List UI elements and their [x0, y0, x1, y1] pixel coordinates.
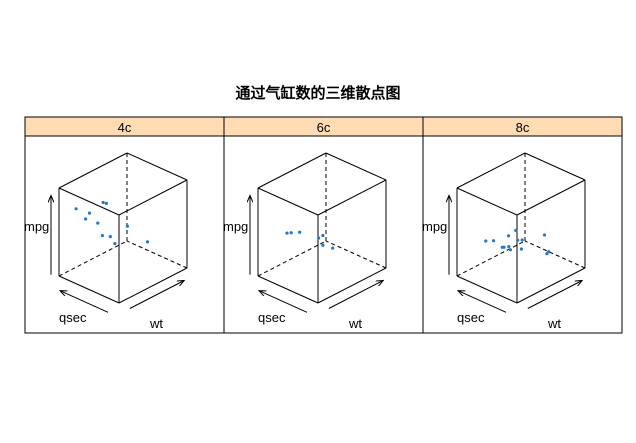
cube-edge-000-010 [58, 275, 120, 304]
data-point [516, 238, 520, 242]
data-point [74, 207, 78, 211]
cube-edge-100-110 [524, 240, 586, 269]
data-point [542, 233, 547, 237]
data-point [101, 200, 105, 205]
data-point [508, 248, 512, 252]
cube-edge-010-110 [58, 240, 128, 277]
data-point [100, 234, 104, 238]
cube-edge-001-101 [317, 179, 387, 216]
cube-edge-101-111 [126, 152, 188, 181]
cube-edge-001-011 [257, 187, 319, 216]
data-point [331, 246, 335, 250]
panel-8c: 8c wt qsec mpg [422, 116, 623, 334]
strip-label-6c: 6c [317, 120, 331, 135]
cube-edge-000-100 [317, 267, 387, 304]
cube-edge-011-111 [456, 152, 526, 189]
cube-edge-010-110 [456, 240, 526, 277]
cube-edge-011-111 [257, 152, 327, 189]
chart-title: 通过气缸数的三维散点图 [235, 84, 401, 102]
data-point [125, 224, 129, 228]
data-point [84, 217, 88, 221]
cube-edge-101-111 [325, 152, 387, 181]
qsec-axis-label: qsec [59, 310, 87, 325]
cube-edge-101-111 [524, 152, 586, 181]
cube-edge-000-100 [118, 267, 188, 304]
wt-axis-label: wt [149, 316, 163, 331]
cube-edge-000-010 [456, 275, 518, 304]
data-point [491, 239, 496, 243]
data-point [113, 242, 117, 246]
panel-frame-4c [24, 135, 225, 334]
wt-axis-label: wt [547, 316, 561, 331]
cube-edge-100-110 [325, 240, 387, 269]
mpg-axis-label: mpg [422, 219, 447, 234]
data-point [145, 240, 150, 244]
data-point [514, 228, 518, 232]
cube-edge-000-010 [257, 275, 319, 304]
panel-4c: 4c wt qsec mpg [24, 116, 225, 334]
data-point [298, 230, 302, 234]
data-point [502, 245, 506, 249]
data-point [87, 211, 92, 215]
qsec-axis-arrow [458, 291, 507, 313]
qsec-axis-arrow [60, 291, 109, 313]
wt-axis-arrow [129, 281, 184, 309]
strip-label-8c: 8c [516, 120, 530, 135]
data-point [317, 236, 321, 240]
cube-edge-001-101 [516, 179, 586, 216]
data-point [108, 235, 112, 239]
qsec-axis-label: qsec [258, 310, 286, 325]
cube-edge-001-011 [58, 187, 120, 216]
mpg-axis-label: mpg [24, 219, 49, 234]
wt-axis-arrow [328, 281, 383, 309]
cube-edge-010-110 [257, 240, 327, 277]
qsec-axis-label: qsec [457, 310, 485, 325]
cube-edge-001-011 [456, 187, 518, 216]
data-point [104, 201, 108, 205]
data-point [519, 247, 524, 251]
mpg-axis-label: mpg [223, 219, 248, 234]
strip-label-4c: 4c [118, 120, 132, 135]
data-point [547, 250, 551, 254]
data-point [285, 231, 289, 235]
wt-axis-label: wt [348, 316, 362, 331]
cube-edge-001-101 [118, 179, 188, 216]
data-point [96, 221, 100, 225]
data-point [520, 238, 524, 242]
qsec-axis-arrow [259, 291, 308, 313]
cube-edge-011-111 [58, 152, 128, 189]
panel-6c: 6c wt qsec mpg [223, 116, 424, 334]
data-point [321, 243, 325, 247]
data-point [507, 245, 511, 249]
data-point [506, 234, 511, 238]
panel-frame-8c [422, 135, 623, 334]
data-point [484, 239, 488, 243]
cube-edge-100-110 [126, 240, 188, 269]
data-point [289, 231, 293, 235]
cube-edge-000-100 [516, 267, 586, 304]
wt-axis-arrow [527, 281, 582, 309]
data-point [321, 233, 325, 238]
data-point [545, 252, 549, 256]
